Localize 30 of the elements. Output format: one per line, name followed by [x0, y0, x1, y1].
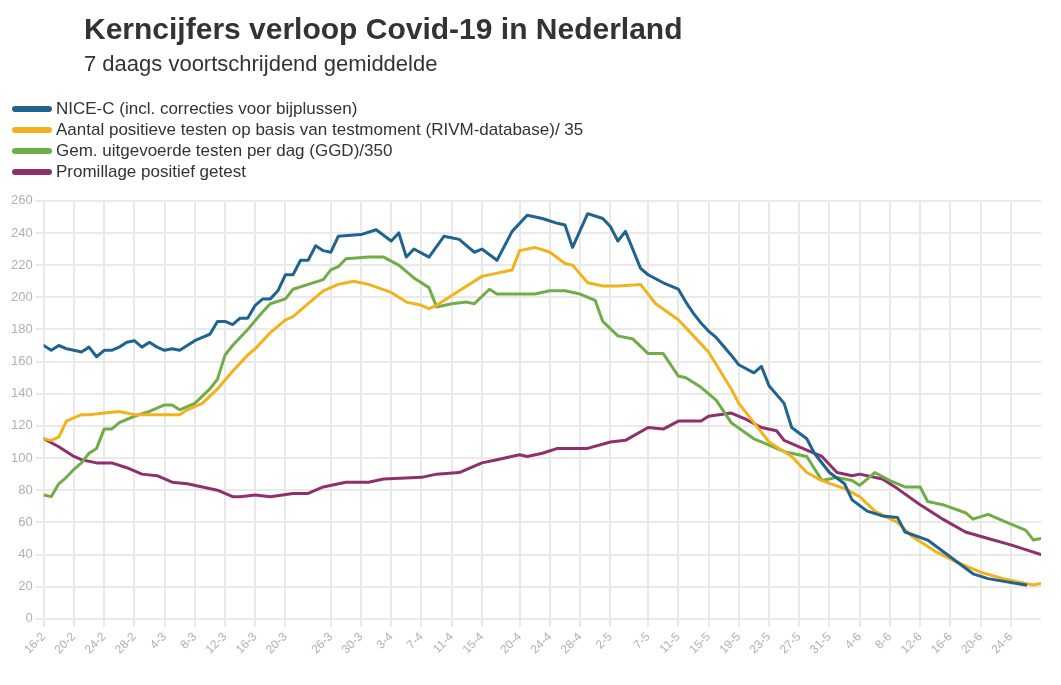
y-tick-label: 60: [18, 513, 33, 529]
x-tick-label: 4-6: [841, 629, 865, 652]
y-tick-label: 180: [10, 321, 33, 336]
chart-subtitle: 7 daags voortschrijdend gemiddelde: [84, 50, 439, 78]
y-tick-label: 0: [25, 610, 33, 626]
y-tick-label: 220: [10, 256, 33, 272]
y-tick-label: 260: [10, 192, 33, 208]
legend-label: Promillage positief getest: [56, 161, 246, 182]
x-tick-label: 8-3: [177, 629, 200, 652]
y-tick-label: 240: [10, 224, 33, 240]
y-tick-label: 120: [10, 417, 33, 433]
y-tick-label: 40: [18, 546, 33, 562]
y-tick-label: 20: [18, 578, 33, 594]
x-tick-label: 7-5: [630, 629, 653, 652]
y-tick-label: 160: [10, 353, 33, 369]
x-tick-label: 30-3: [338, 629, 366, 657]
y-tick-label: 140: [10, 385, 33, 401]
x-tick-label: 3-4: [373, 629, 396, 652]
legend-label: NICE-C (incl. correcties voor bijplussen): [56, 98, 358, 119]
legend-label: Aantal positieve testen op basis van testmoment (RIVM-database)/ 35: [56, 119, 584, 140]
y-tick-label: 200: [10, 288, 33, 304]
x-tick-label: 8-6: [872, 629, 895, 652]
chart-title: Kerncijfers verloop Covid-19 in Nederland: [84, 11, 684, 47]
y-tick-label: 80: [18, 481, 33, 497]
y-tick-label: 100: [10, 449, 33, 465]
x-tick-label: 11-4: [429, 629, 457, 656]
x-tick-label: 2-5: [592, 629, 616, 652]
legend-label: Gem. uitgevoerde testen per dag (GGD)/350: [56, 140, 393, 161]
x-tick-label: 4-3: [146, 629, 170, 652]
x-tick-label: 7-4: [403, 629, 427, 652]
